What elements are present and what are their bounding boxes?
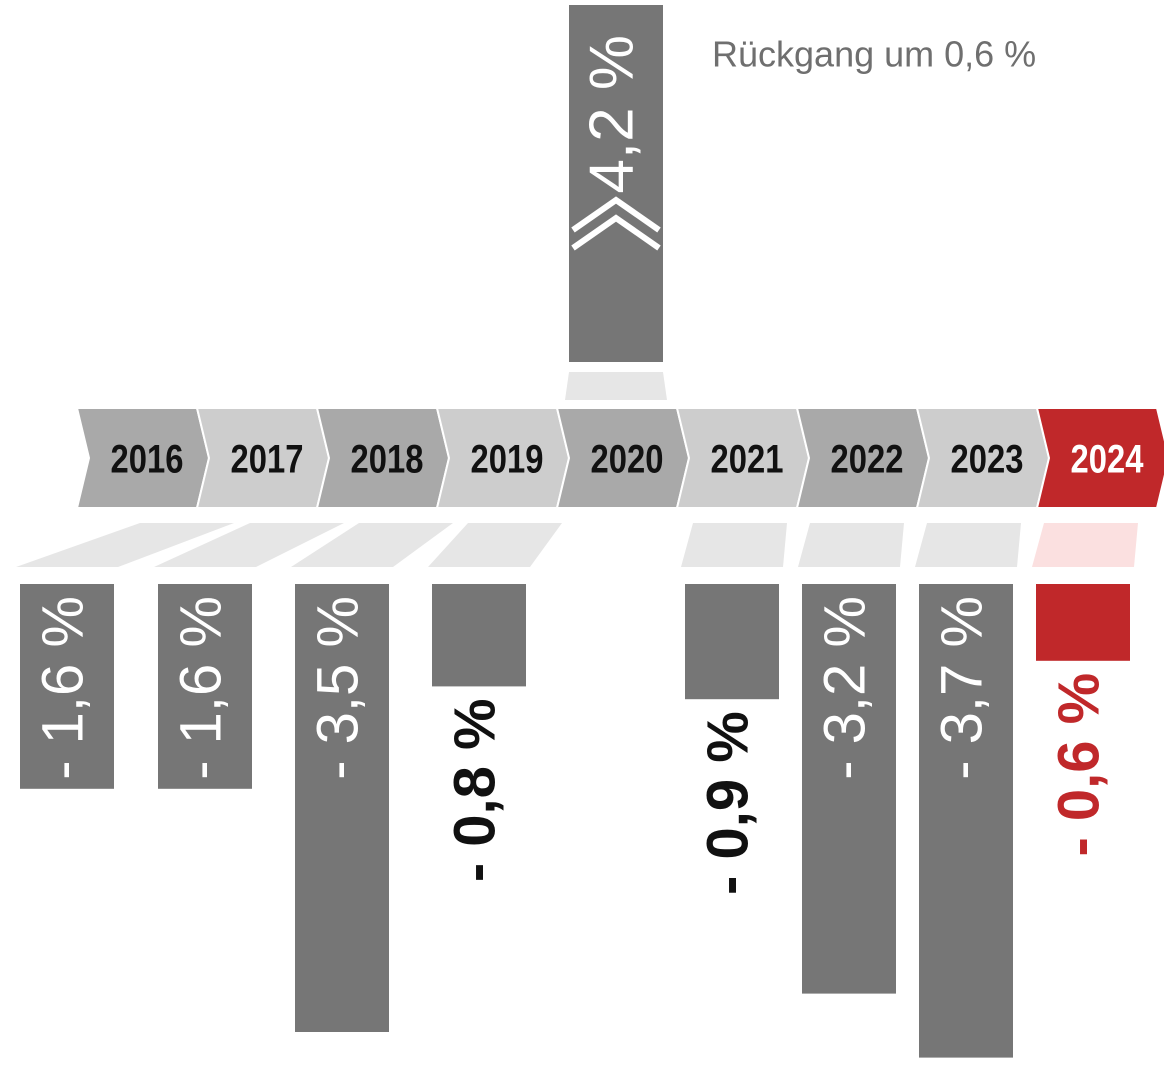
year-label: 2024 bbox=[1071, 436, 1145, 481]
bar bbox=[20, 584, 114, 789]
value-label: - 0,9 % bbox=[695, 711, 760, 895]
value-label: - 1,6 % bbox=[168, 596, 233, 780]
annotation: Rückgang um 0,6 % bbox=[712, 34, 1036, 75]
year-label: 2022 bbox=[831, 436, 904, 481]
connector-tile bbox=[915, 523, 1021, 567]
bar bbox=[1036, 584, 1130, 661]
connector-tile bbox=[681, 523, 787, 567]
year-label: 2018 bbox=[351, 436, 424, 481]
value-label: - 3,5 % bbox=[305, 596, 370, 780]
connector-tile bbox=[291, 523, 453, 567]
value-label: - 0,6 % bbox=[1046, 673, 1111, 857]
year-label: 2019 bbox=[471, 436, 544, 481]
bar bbox=[158, 584, 252, 789]
bar bbox=[295, 584, 389, 1032]
value-label: - 1,6 % bbox=[30, 596, 95, 780]
bar bbox=[432, 584, 526, 687]
value-label: - 3,2 % bbox=[812, 596, 877, 780]
bar bbox=[569, 5, 663, 362]
year-label: 2023 bbox=[951, 436, 1024, 481]
bar bbox=[802, 584, 896, 994]
bar bbox=[919, 584, 1013, 1058]
up-arrow bbox=[571, 196, 661, 233]
connector-tile bbox=[1032, 523, 1138, 567]
year-label: 2016 bbox=[111, 436, 184, 481]
year-label: 2017 bbox=[231, 436, 304, 481]
value-label: - 0,8 % bbox=[442, 698, 507, 882]
connector-tile bbox=[154, 523, 344, 567]
value-label: - 3,7 % bbox=[929, 596, 994, 780]
bar bbox=[685, 584, 779, 700]
year-label: 2021 bbox=[711, 436, 784, 481]
up-arrow bbox=[571, 214, 661, 251]
connector-tile bbox=[428, 523, 562, 567]
connector-tile bbox=[565, 372, 667, 400]
year-chevron bbox=[1035, 407, 1164, 509]
value-label: 4,2 % bbox=[577, 35, 646, 194]
year-label: 2020 bbox=[591, 436, 664, 481]
connector-tile bbox=[16, 523, 234, 567]
connector-tile bbox=[798, 523, 904, 567]
